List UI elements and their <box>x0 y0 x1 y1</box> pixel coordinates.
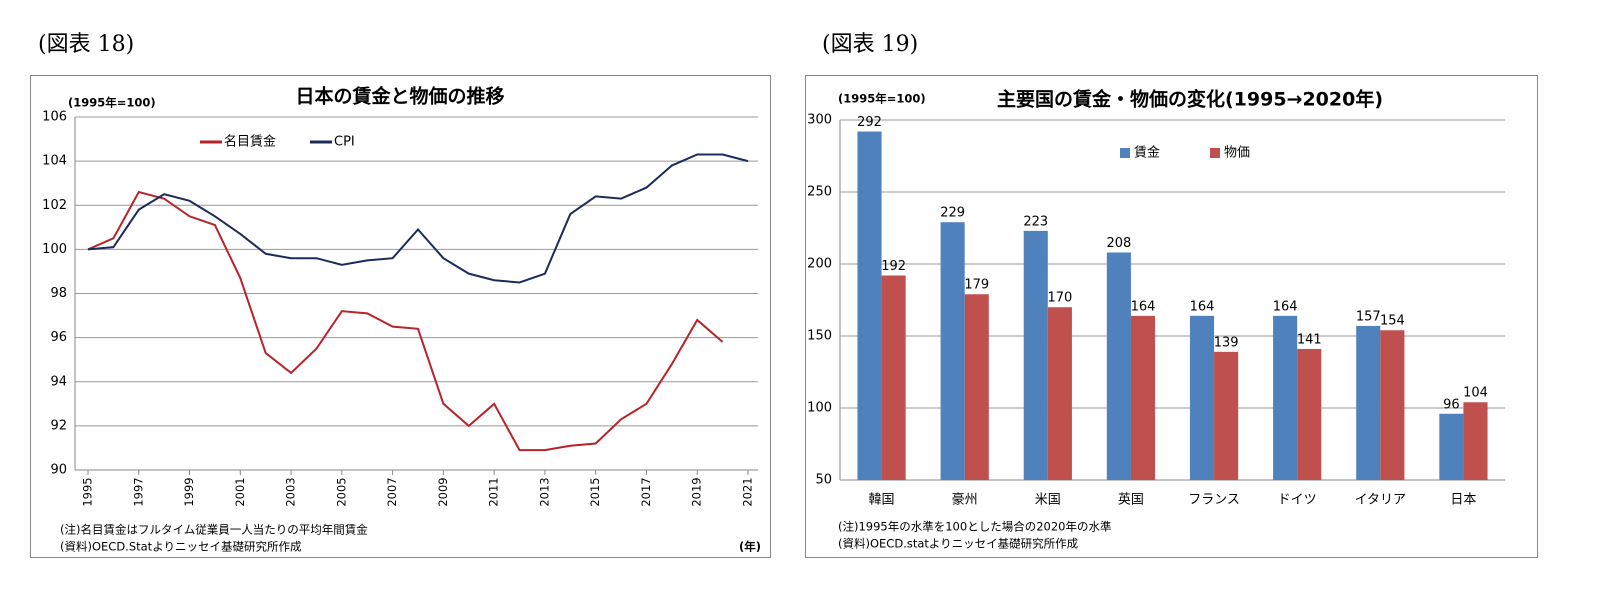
y-tick-label: 104 <box>42 154 67 169</box>
bar <box>1463 402 1488 480</box>
y-axis-unit: (1995年=100) <box>838 92 926 106</box>
data-label: 154 <box>1380 314 1405 329</box>
note: (資料)OECD.Statよりニッセイ基礎研究所作成 <box>60 540 302 554</box>
y-tick-label: 106 <box>42 110 67 125</box>
bar <box>857 131 882 480</box>
data-label: 164 <box>1190 299 1215 314</box>
note: (注)名目賃金はフルタイム従業員一人当たりの平均年間賃金 <box>60 523 368 537</box>
data-label: 192 <box>881 259 906 274</box>
bar <box>881 275 906 480</box>
y-tick-label: 90 <box>50 463 67 478</box>
figure-label: (図表 18) <box>38 32 134 57</box>
data-label: 164 <box>1273 299 1298 314</box>
y-tick-label: 100 <box>42 242 67 257</box>
x-tick-label: 2019 <box>690 477 704 506</box>
x-tick-label: 1995 <box>81 477 95 506</box>
bar <box>1356 325 1381 480</box>
x-tick-label: 豪州 <box>952 492 978 508</box>
y-tick-label: 200 <box>807 257 832 272</box>
x-tick-label: 2011 <box>487 477 501 506</box>
x-tick-label: 米国 <box>1035 493 1061 508</box>
x-tick-label: 1997 <box>131 477 145 506</box>
x-tick-label: ドイツ <box>1278 493 1317 508</box>
data-label: 141 <box>1297 332 1322 347</box>
bar <box>1273 315 1298 480</box>
y-tick-label: 102 <box>42 198 67 213</box>
data-label: 229 <box>940 206 965 221</box>
y-tick-label: 92 <box>50 418 67 433</box>
bar <box>1214 351 1239 480</box>
x-tick-label: 2013 <box>537 477 551 506</box>
note: (資料)OECD.statよりニッセイ基礎研究所作成 <box>838 537 1079 551</box>
x-axis-unit: (年) <box>739 540 761 554</box>
chart-title: 日本の賃金と物価の推移 <box>295 85 504 108</box>
y-tick-label: 150 <box>807 329 832 344</box>
bar <box>1047 307 1072 480</box>
chart-title: 主要国の賃金・物価の変化(1995→2020年) <box>997 88 1383 111</box>
x-tick-label: 日本 <box>1450 493 1476 508</box>
x-tick-label: 2015 <box>588 477 602 506</box>
line <box>87 153 749 284</box>
data-label: 104 <box>1463 386 1488 401</box>
legend-label: 名目賃金 <box>224 134 276 150</box>
x-tick-label: 2009 <box>436 477 450 506</box>
data-label: 139 <box>1214 335 1239 350</box>
data-label: 208 <box>1106 236 1131 251</box>
legend-swatch <box>1210 148 1220 158</box>
line <box>87 190 724 452</box>
panel-frame <box>30 75 771 558</box>
data-label: 96 <box>1443 397 1460 412</box>
figure-label: (図表 19) <box>822 32 918 57</box>
note: (注)1995年の水準を100とした場合の2020年の水準 <box>838 520 1111 534</box>
bar <box>1380 330 1405 480</box>
x-tick-label: 2017 <box>639 477 653 506</box>
y-axis-unit: (1995年=100) <box>68 96 156 110</box>
legend-label: 物価 <box>1224 146 1250 161</box>
panel-frame <box>805 75 1538 558</box>
x-tick-label: 韓国 <box>869 493 895 508</box>
x-tick-label: 2003 <box>284 477 298 506</box>
data-label: 164 <box>1131 299 1156 314</box>
legend-label: CPI <box>334 135 355 150</box>
x-tick-label: 2005 <box>334 477 348 506</box>
y-tick-label: 100 <box>807 401 832 416</box>
y-tick-label: 96 <box>50 330 67 345</box>
legend-swatch <box>1120 148 1130 158</box>
bar <box>1106 252 1131 480</box>
bar <box>940 222 965 481</box>
y-tick-label: 94 <box>50 374 67 389</box>
bar <box>1297 348 1322 480</box>
bar <box>1023 230 1048 480</box>
bar <box>1189 315 1215 480</box>
data-label: 292 <box>857 115 882 130</box>
data-label: 179 <box>964 278 989 293</box>
bar <box>1130 315 1156 480</box>
x-tick-label: 1999 <box>182 477 196 506</box>
data-label: 223 <box>1023 214 1048 229</box>
y-tick-label: 300 <box>807 113 832 128</box>
bar <box>1439 413 1464 480</box>
legend-label: 賃金 <box>1134 145 1160 161</box>
x-tick-label: 2007 <box>385 477 399 506</box>
x-tick-label: 2001 <box>233 477 247 506</box>
data-label: 157 <box>1356 309 1381 324</box>
x-tick-label: 英国 <box>1118 493 1144 508</box>
y-tick-label: 250 <box>807 185 832 200</box>
x-tick-label: イタリア <box>1355 493 1406 508</box>
x-tick-label: 2021 <box>741 477 755 506</box>
y-tick-label: 50 <box>815 473 832 488</box>
y-tick-label: 98 <box>50 286 67 301</box>
bar <box>964 294 989 480</box>
x-tick-label: フランス <box>1188 493 1240 508</box>
data-label: 170 <box>1047 291 1072 306</box>
